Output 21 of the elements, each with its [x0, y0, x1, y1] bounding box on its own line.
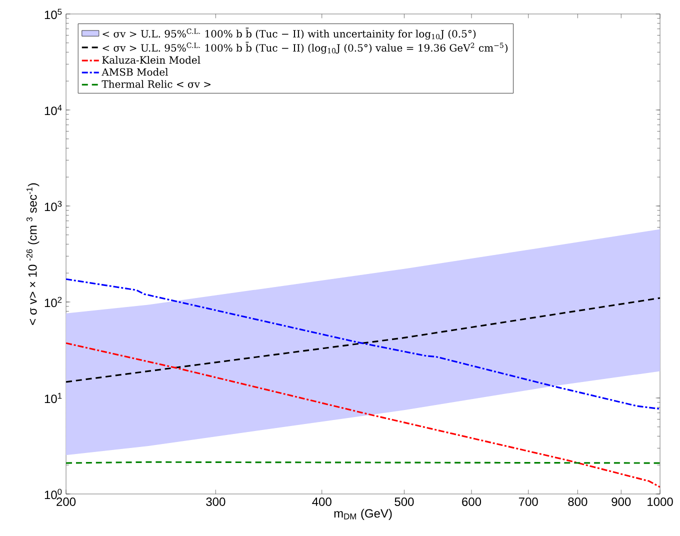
x-tick-label: 500 [394, 498, 414, 506]
legend-label: Kaluza-Klein Model [102, 56, 200, 64]
x-tick-label: 700 [518, 498, 538, 506]
legend-label: < σv > U.L. 95%$^{C.L.}$ 100% b b̄ (Tuc − II) with uncertainity for log$_{10}$J (0.5°) [102, 28, 476, 40]
x-tick-label: 400 [312, 498, 332, 506]
x-tick-label: 300 [206, 498, 226, 506]
legend-label: Thermal Relic < σv > [102, 80, 210, 88]
text: < σv > U.L. 95%$^{C.L.}$ 100% b b̄ (Tuc − II) (log$_{10}$J (0.5°) value = 19.36 GeV$^{2}$ cm$^{−5}$) [102, 42, 508, 54]
x-tick-label: 200 [56, 498, 76, 506]
y-tick-label: 10$^{1}$ [44, 392, 62, 404]
legend-label: AMSB Model [102, 68, 168, 76]
x-tick-label: 1000 [648, 498, 673, 506]
y-tick-label: 10$^{4}$ [44, 104, 62, 116]
x-tick-label: 600 [462, 498, 482, 506]
y-tick-label: 10$^{3}$ [44, 200, 62, 212]
x-tick-label: 800 [568, 498, 588, 506]
y-tick-label: 10$^{5}$ [44, 8, 62, 20]
y-tick-label: 10$^{2}$ [44, 296, 62, 308]
x-tick-label: 900 [612, 498, 631, 506]
y-axis-title: < σ v> × 10 $^{-26}$ (cm $^{3}$ sec$^{-1}$) [26, 183, 40, 325]
x-axis-title: m$_{DM}$ (GeV) [334, 508, 392, 520]
